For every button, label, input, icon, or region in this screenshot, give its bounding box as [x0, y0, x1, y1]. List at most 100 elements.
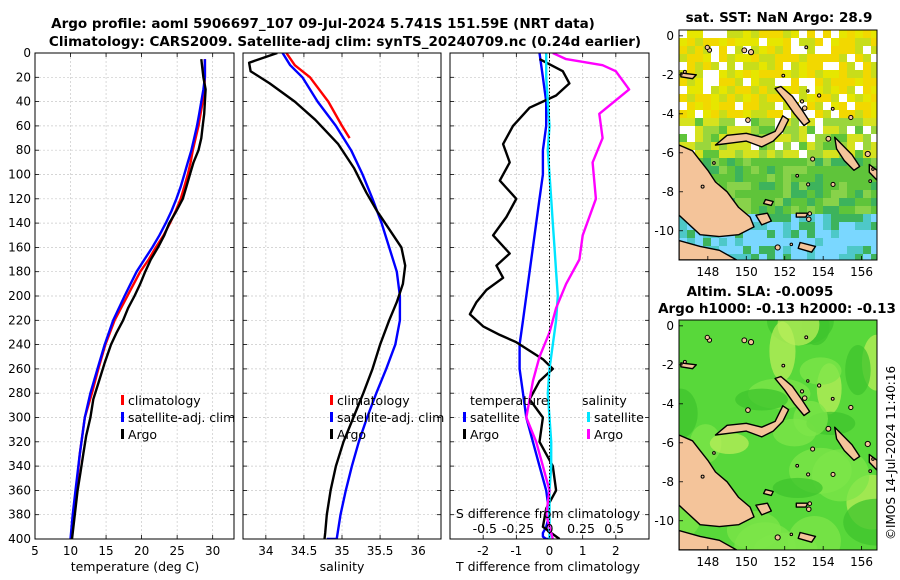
sst-cell: [719, 118, 727, 126]
x-tick-label: 15: [98, 544, 113, 558]
sst-cell: [791, 62, 799, 70]
islet: [700, 184, 705, 189]
sst-cell: [767, 142, 775, 150]
map-frame: [678, 319, 878, 551]
sst-cell: [743, 166, 751, 174]
sst-cell: [855, 166, 863, 174]
sst-cell: [855, 110, 863, 118]
sst-cell: [863, 230, 871, 238]
s-difference-tick: 0: [546, 521, 554, 536]
depth-tick-label: 60: [16, 119, 31, 133]
sst-cell: [807, 62, 815, 70]
map-x-tick: 148: [696, 265, 719, 279]
sst-cell: [767, 126, 775, 134]
sst-cell: [759, 54, 767, 62]
islet: [804, 335, 809, 340]
sst-cell: [855, 214, 863, 222]
series-satellite-adj-clim: [281, 53, 402, 539]
temperature-xlabel: temperature (deg C): [71, 559, 200, 574]
islet: [868, 179, 873, 183]
sst-cell: [783, 230, 791, 238]
sst-cell: [719, 166, 727, 174]
sst-cell: [815, 230, 823, 238]
sst-cell: [823, 38, 831, 46]
salinity-xlabel: salinity: [320, 559, 365, 574]
depth-tick-label: 180: [8, 265, 31, 279]
sst-cell: [775, 94, 783, 102]
islet: [712, 451, 716, 455]
sst-cell: [799, 206, 807, 214]
sst-cell: [791, 174, 799, 182]
sst-cell: [807, 102, 815, 110]
sst-cell: [807, 150, 815, 158]
depth-tick-label: 320: [8, 435, 31, 449]
sst-cell: [807, 86, 815, 94]
x-tick-label: 30: [205, 544, 220, 558]
islet: [806, 472, 811, 477]
sst-cell: [823, 54, 831, 62]
sst-cell: [815, 62, 823, 70]
sst-cell: [863, 182, 871, 190]
sst-cell: [799, 38, 807, 46]
sst-cell: [743, 102, 751, 110]
sst-cell: [871, 86, 877, 94]
sst-cell: [807, 134, 815, 142]
sst-cell: [735, 126, 743, 134]
sst-cell: [863, 198, 871, 206]
sst-cell: [711, 38, 719, 46]
sst-cell: [767, 118, 775, 126]
sst-cell: [735, 62, 743, 70]
sst-cell: [871, 94, 877, 102]
sst-cell: [703, 86, 711, 94]
map-x-tick: 154: [812, 555, 835, 569]
sst-cell: [839, 254, 847, 260]
sst-cell: [703, 30, 711, 38]
sst-cell: [719, 102, 727, 110]
islet: [801, 395, 808, 401]
sst-cell: [863, 102, 871, 110]
sst-cell: [871, 214, 877, 222]
sst-cell: [751, 190, 759, 198]
sst-cell: [711, 166, 719, 174]
sst-cell: [703, 102, 711, 110]
sst-cell: [847, 102, 855, 110]
sst-cell: [871, 110, 877, 118]
sst-cell: [711, 134, 719, 142]
islet: [795, 173, 800, 178]
sst-cell: [743, 70, 751, 78]
sst-cell: [759, 86, 767, 94]
sst-cell: [847, 206, 855, 214]
sst-cell: [783, 102, 791, 110]
sst-cell: [775, 230, 783, 238]
sst-cell: [767, 86, 775, 94]
sst-cell: [871, 134, 877, 142]
sst-cell: [823, 182, 831, 190]
sst-cell: [743, 38, 751, 46]
sst-cell: [695, 238, 703, 246]
sst-cell: [863, 142, 871, 150]
x-tick-label: 1: [579, 544, 587, 558]
sst-cell: [855, 230, 863, 238]
sst-cell: [847, 190, 855, 198]
sst-cell: [759, 46, 767, 54]
sst-cell: [815, 126, 823, 134]
sst-cell: [711, 174, 719, 182]
sst-cell: [759, 150, 767, 158]
sst-cell: [703, 62, 711, 70]
sst-cell: [791, 118, 799, 126]
sst-cell: [815, 30, 823, 38]
sst-cell: [847, 214, 855, 222]
sst-cell: [751, 174, 759, 182]
sst-cell: [759, 182, 767, 190]
map-x-tick: 156: [850, 265, 873, 279]
depth-axis: 0 20 40 60 80 100 120 140 160 180 200 220 240 260 280 3…: [8, 46, 31, 546]
sst-cell: [751, 150, 759, 158]
sst-cell: [863, 94, 871, 102]
sst-cell: [759, 126, 767, 134]
sst-cell: [783, 70, 791, 78]
land-shape: [755, 212, 772, 226]
sst-cell: [679, 78, 687, 86]
sst-cell: [727, 118, 735, 126]
sst-cell: [767, 206, 775, 214]
series-argo: [70, 58, 207, 539]
